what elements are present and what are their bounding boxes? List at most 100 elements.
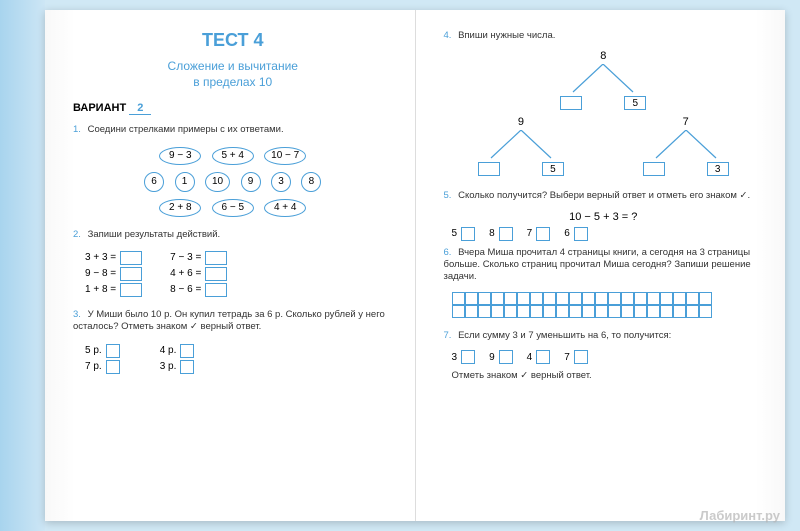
task-2-col-a: 3 + 3 = 9 − 8 = 1 + 8 = — [85, 249, 142, 299]
option: 7 р. — [85, 360, 120, 374]
option: 3 — [452, 350, 476, 364]
task-7: 7. Если сумму 3 и 7 уменьшить на 6, то п… — [444, 330, 764, 342]
tree-lines-icon — [631, 130, 741, 160]
expr-oval: 2 + 8 — [159, 199, 201, 217]
ans-oval: 1 — [175, 172, 195, 192]
tree-lines-icon — [466, 130, 576, 160]
task-1-row-2: 6 1 10 9 3 8 — [73, 170, 393, 194]
checkbox[interactable] — [461, 227, 475, 241]
task-1-row-1: 9 − 3 5 + 4 10 − 7 — [73, 145, 393, 167]
ans-oval: 9 — [241, 172, 261, 192]
eq-text: 3 + 3 = — [85, 252, 116, 263]
equation: 7 − 3 = — [170, 251, 227, 265]
tree-box-left[interactable] — [643, 162, 665, 176]
eq-text: 8 − 6 = — [170, 284, 201, 295]
tree-box-right: 5 — [542, 162, 564, 176]
checkbox[interactable] — [106, 344, 120, 358]
task-3: 3. У Миши было 10 р. Он купил тетрадь за… — [73, 309, 393, 334]
opt-label: 8 — [489, 228, 495, 239]
task-7-opts: 3 9 4 7 — [452, 350, 764, 364]
task-4-text: Впиши нужные числа. — [458, 30, 555, 41]
number-tree: 7 3 — [631, 116, 741, 176]
equation: 8 − 6 = — [170, 283, 227, 297]
eq-text: 9 − 8 = — [85, 268, 116, 279]
answer-grid-row[interactable] — [452, 305, 764, 318]
answer-box[interactable] — [205, 251, 227, 265]
opt-label: 9 — [489, 352, 495, 363]
answer-box[interactable] — [120, 283, 142, 297]
task-3-num: 3. — [73, 309, 81, 320]
opt-label: 3 — [452, 352, 458, 363]
expr-oval: 4 + 4 — [264, 199, 306, 217]
variant-row: ВАРИАНТ 2 — [73, 102, 393, 114]
answer-box[interactable] — [120, 251, 142, 265]
checkbox[interactable] — [574, 350, 588, 364]
task-2-num: 2. — [73, 229, 81, 240]
subtitle: Сложение и вычитание в пределах 10 — [73, 59, 393, 90]
option: 7 — [527, 227, 551, 241]
checkbox[interactable] — [499, 350, 513, 364]
checkbox[interactable] — [180, 360, 194, 374]
checkbox[interactable] — [461, 350, 475, 364]
tree-box-right: 3 — [707, 162, 729, 176]
task-3-text: У Миши было 10 р. Он купил тетрадь за 6 … — [73, 309, 385, 332]
opt-label: 4 — [527, 352, 533, 363]
task-5: 5. Сколько получится? Выбери верный отве… — [444, 190, 764, 202]
expr-oval: 6 − 5 — [212, 199, 254, 217]
tree-box-left[interactable] — [560, 96, 582, 110]
checkbox[interactable] — [499, 227, 513, 241]
tree-lines-icon — [548, 64, 658, 94]
opt-label: 6 — [564, 228, 570, 239]
task-4-num: 4. — [444, 30, 452, 41]
answer-box[interactable] — [120, 267, 142, 281]
watermark: Лабиринт.ру — [700, 508, 780, 523]
equation: 1 + 8 = — [85, 283, 142, 297]
answer-box[interactable] — [205, 283, 227, 297]
checkbox[interactable] — [536, 227, 550, 241]
opt-label: 5 — [452, 228, 458, 239]
opt-label: 7 — [564, 352, 570, 363]
eq-text: 4 + 6 = — [170, 268, 201, 279]
expr-oval: 10 − 7 — [264, 147, 306, 165]
variant-number: 2 — [129, 102, 151, 115]
ans-oval: 8 — [301, 172, 321, 192]
ans-oval: 6 — [144, 172, 164, 192]
binding-edge — [0, 0, 45, 531]
task-1-num: 1. — [73, 124, 81, 135]
opt-col: 4 р. 3 р. — [160, 342, 195, 376]
test-title: ТЕСТ 4 — [73, 30, 393, 51]
option: 3 р. — [160, 360, 195, 374]
option: 6 — [564, 227, 588, 241]
task-1: 1. Соедини стрелками примеры с их ответа… — [73, 124, 393, 136]
eq-text: 1 + 8 = — [85, 284, 116, 295]
option: 5 р. — [85, 344, 120, 358]
task-2-cols: 3 + 3 = 9 − 8 = 1 + 8 = 7 − 3 = 4 + 6 = … — [85, 249, 393, 299]
task-5-num: 5. — [444, 190, 452, 201]
task-5-expr: 10 − 5 + 3 = ? — [444, 211, 764, 223]
option: 4 р. — [160, 344, 195, 358]
opt-label: 7 — [527, 228, 533, 239]
tree-box-right: 5 — [624, 96, 646, 110]
answer-box[interactable] — [205, 267, 227, 281]
equation: 4 + 6 = — [170, 267, 227, 281]
number-tree: 9 5 — [466, 116, 576, 176]
checkbox[interactable] — [574, 227, 588, 241]
option: 8 — [489, 227, 513, 241]
equation: 3 + 3 = — [85, 251, 142, 265]
task-4: 4. Впиши нужные числа. — [444, 30, 764, 42]
answer-grid-row[interactable] — [452, 292, 764, 305]
task-2: 2. Запиши результаты действий. — [73, 229, 393, 241]
task-6: 6. Вчера Миша прочитал 4 страницы книги,… — [444, 247, 764, 284]
tree-box-left[interactable] — [478, 162, 500, 176]
checkbox[interactable] — [106, 360, 120, 374]
tree-top: 9 — [518, 116, 524, 128]
variant-label: ВАРИАНТ — [73, 102, 126, 114]
checkbox[interactable] — [536, 350, 550, 364]
tree-top: 7 — [683, 116, 689, 128]
task-7-num: 7. — [444, 330, 452, 341]
opt-col: 5 р. 7 р. — [85, 342, 120, 376]
task-6-num: 6. — [444, 247, 452, 258]
checkbox[interactable] — [180, 344, 194, 358]
task-2-text: Запиши результаты действий. — [88, 229, 221, 240]
option: 5 — [452, 227, 476, 241]
